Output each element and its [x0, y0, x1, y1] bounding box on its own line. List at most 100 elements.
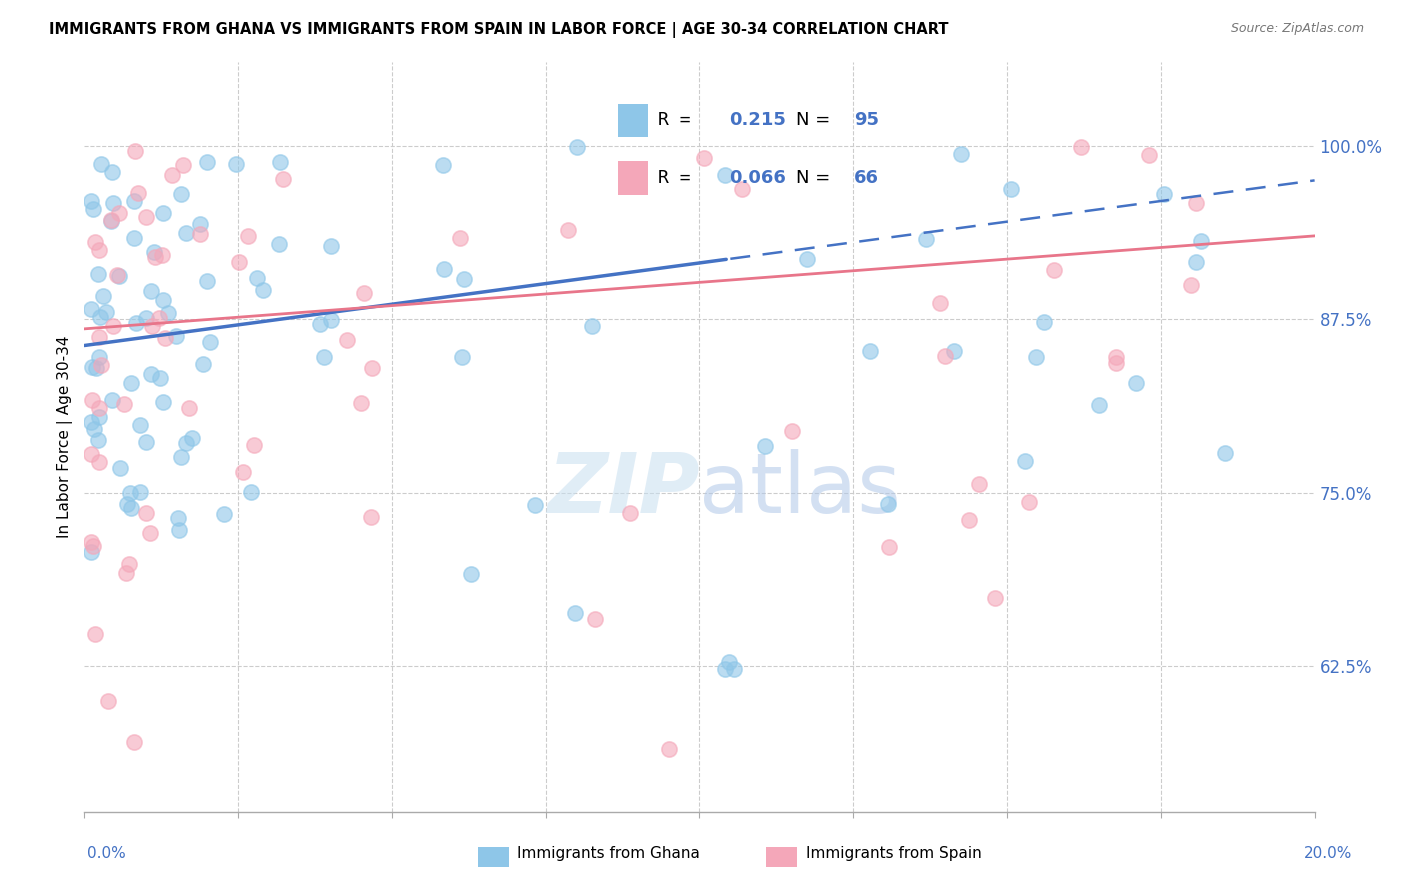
Point	[141, 284, 163, 298]
Point	[172, 158, 194, 172]
Point	[269, 154, 291, 169]
Point	[228, 255, 250, 269]
Point	[176, 435, 198, 450]
Point	[139, 525, 162, 540]
Point	[87, 409, 110, 424]
Point	[150, 248, 173, 262]
Point	[89, 243, 111, 257]
Point	[557, 223, 579, 237]
Point	[87, 433, 110, 447]
Point	[450, 231, 472, 245]
Point	[212, 507, 235, 521]
Point	[135, 211, 157, 225]
Point	[127, 186, 149, 200]
Point	[79, 415, 101, 429]
Point	[658, 742, 681, 756]
Point	[451, 350, 474, 364]
Point	[242, 437, 264, 451]
Point	[152, 293, 174, 308]
Point	[336, 333, 359, 347]
Point	[152, 206, 174, 220]
Point	[135, 435, 157, 450]
Point	[308, 317, 330, 331]
Point	[1185, 195, 1208, 210]
Point	[252, 283, 274, 297]
Point	[225, 157, 247, 171]
Point	[350, 395, 373, 409]
Point	[90, 157, 112, 171]
Point	[1189, 235, 1212, 249]
Point	[754, 439, 776, 453]
Text: R =: R =	[658, 111, 702, 129]
Point	[1213, 446, 1236, 460]
Point	[100, 213, 122, 227]
Point	[79, 535, 101, 549]
Point	[879, 541, 901, 555]
Point	[120, 500, 142, 515]
Point	[460, 566, 482, 581]
Point	[142, 244, 165, 259]
Point	[108, 461, 131, 475]
Point	[80, 359, 103, 374]
Point	[86, 361, 108, 376]
Point	[984, 591, 1007, 605]
Text: N =: N =	[796, 111, 831, 129]
Text: 20.0%: 20.0%	[1305, 846, 1353, 861]
Point	[91, 289, 114, 303]
Text: Source: ZipAtlas.com: Source: ZipAtlas.com	[1230, 22, 1364, 36]
Point	[122, 194, 145, 208]
Point	[169, 523, 191, 537]
Point	[188, 217, 211, 231]
Point	[877, 497, 900, 511]
Point	[148, 311, 170, 326]
Point	[166, 510, 188, 524]
Point	[122, 734, 145, 748]
Point	[87, 455, 110, 469]
Point	[581, 319, 603, 334]
Text: 95: 95	[853, 111, 879, 129]
Point	[565, 139, 588, 153]
Point	[1000, 182, 1022, 196]
Point	[97, 694, 120, 708]
Point	[239, 485, 262, 500]
Text: Immigrants from Ghana: Immigrants from Ghana	[517, 846, 700, 861]
Text: Immigrants from Spain: Immigrants from Spain	[806, 846, 981, 861]
Point	[143, 250, 166, 264]
Point	[188, 227, 211, 241]
Point	[128, 485, 150, 500]
Point	[1032, 315, 1054, 329]
Point	[105, 268, 128, 283]
Point	[108, 206, 131, 220]
Point	[177, 401, 200, 415]
Point	[79, 545, 101, 559]
Point	[80, 392, 103, 407]
Point	[730, 182, 752, 196]
Point	[90, 358, 112, 372]
Point	[232, 466, 254, 480]
Point	[200, 334, 222, 349]
Point	[82, 539, 104, 553]
Point	[84, 235, 107, 249]
Text: 0.066: 0.066	[728, 169, 786, 187]
Point	[1043, 263, 1066, 277]
Point	[1018, 495, 1040, 509]
Point	[271, 172, 294, 186]
Point	[165, 329, 187, 343]
Bar	[617, 161, 648, 195]
Point	[319, 239, 342, 253]
Point	[118, 557, 141, 571]
Point	[101, 319, 124, 334]
Point	[100, 214, 122, 228]
Point	[195, 274, 218, 288]
Point	[433, 262, 456, 277]
Text: atlas: atlas	[700, 449, 901, 530]
Point	[82, 202, 104, 217]
Point	[118, 485, 141, 500]
Point	[796, 252, 818, 266]
Point	[432, 158, 454, 172]
Point	[780, 424, 803, 438]
Point	[135, 311, 157, 326]
Point	[523, 498, 546, 512]
Point	[152, 394, 174, 409]
Point	[453, 271, 475, 285]
